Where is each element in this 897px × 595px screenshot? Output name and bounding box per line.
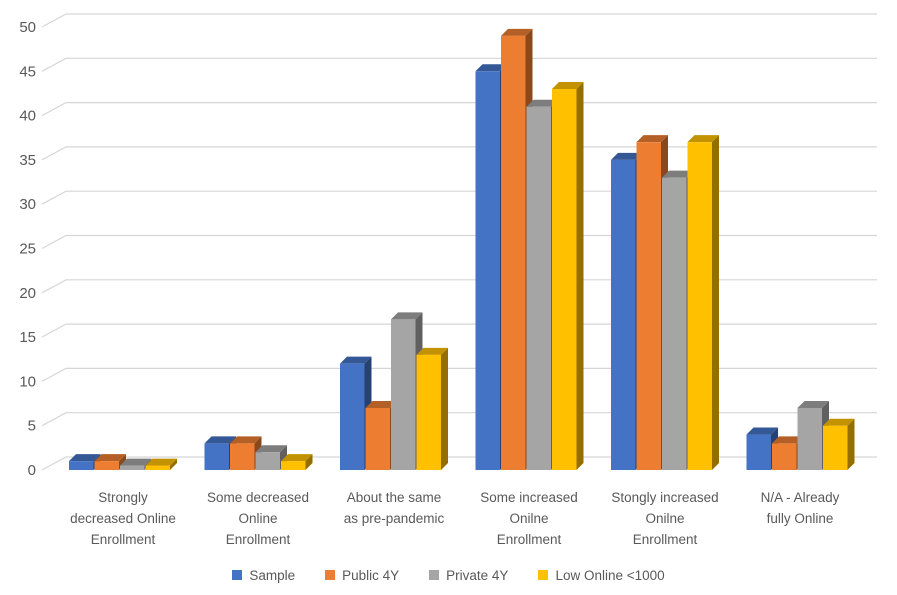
y-axis-tick-label: 5	[28, 418, 36, 435]
bar-low-online-1000-cat3	[552, 82, 584, 471]
legend-label: Private 4Y	[446, 567, 509, 583]
y-axis-tick-label: 35	[19, 152, 36, 169]
gridline	[41, 456, 877, 471]
y-axis-tick-label: 50	[19, 19, 36, 36]
legend-item-private-4y: Private 4Y	[429, 568, 508, 583]
legend-label: Public 4Y	[342, 567, 400, 583]
bar-low-online-1000-cat4	[687, 135, 719, 470]
bar-low-online-1000-cat0	[145, 458, 177, 470]
category-label: Some decreased Online Enrollment	[206, 490, 310, 547]
legend-item-public-4y: Public 4Y	[325, 568, 399, 583]
gridline	[41, 146, 877, 161]
gridline	[41, 412, 877, 427]
legend-swatch-icon	[429, 570, 440, 580]
bar-chart-plot-area: 0 5 10 15 20 25 30 35 40 45 50	[19, 13, 877, 479]
legend-label: Low Online <1000	[555, 567, 665, 583]
gridline	[41, 190, 877, 205]
y-axis-tick-label: 10	[19, 373, 36, 390]
gridline	[41, 13, 877, 28]
category-label: N/A - Already fully Online	[760, 490, 840, 526]
y-axis-tick-label: 45	[19, 63, 36, 80]
bar-low-online-1000-cat2	[416, 347, 448, 470]
category-label: Strongly decreased Online Enrollment	[70, 490, 176, 547]
y-axis-tick-label: 15	[19, 329, 36, 346]
bar-public-4y-cat4	[636, 135, 668, 470]
legend-label: Sample	[249, 567, 296, 583]
legend-item-low-online: Low Online <1000	[538, 567, 665, 583]
category-axis: Strongly decreased Online Enrollment Som…	[0, 487, 897, 557]
legend-item-sample: Sample	[232, 568, 295, 583]
legend-swatch-icon	[325, 570, 336, 580]
gridline	[41, 323, 877, 338]
legend-swatch-icon	[232, 570, 243, 580]
category-label: Stongly increased Onilne Enrollment	[611, 490, 719, 547]
y-axis-tick-label: 30	[19, 196, 36, 213]
category-label: About the same as pre-pandemic	[343, 490, 445, 526]
gridline	[41, 234, 877, 250]
bar-public-4y-cat1	[230, 436, 262, 470]
bar-low-online-1000-cat5	[823, 418, 855, 470]
gridline	[41, 279, 877, 294]
legend-swatch-icon	[538, 570, 549, 580]
category-label: Some increased Onilne Enrollment	[480, 490, 578, 547]
y-axis-tick-label: 40	[19, 108, 36, 125]
chart-legend: Sample Public 4Y Private 4Y Low Online <…	[0, 560, 897, 590]
bar-low-online-1000-cat1	[281, 454, 313, 470]
gridline	[41, 367, 877, 382]
gridline	[41, 57, 877, 72]
gridline	[41, 102, 877, 117]
y-axis-tick-label: 0	[28, 462, 36, 479]
y-axis-tick-label: 25	[19, 241, 36, 258]
y-axis-tick-label: 20	[19, 285, 36, 302]
